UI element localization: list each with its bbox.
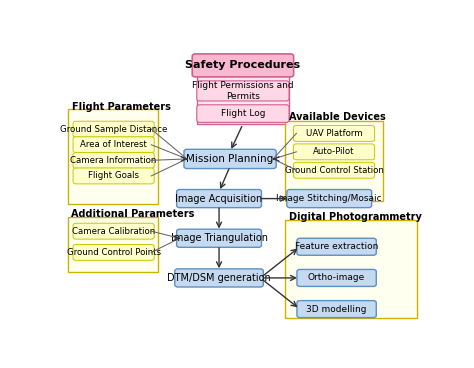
FancyBboxPatch shape bbox=[73, 137, 154, 153]
FancyBboxPatch shape bbox=[197, 105, 289, 123]
FancyBboxPatch shape bbox=[293, 125, 374, 141]
FancyBboxPatch shape bbox=[177, 229, 262, 247]
Bar bbox=[68, 217, 158, 272]
Text: Available Devices: Available Devices bbox=[289, 112, 385, 123]
FancyBboxPatch shape bbox=[287, 190, 372, 208]
Text: Image Acquisition: Image Acquisition bbox=[175, 194, 263, 204]
FancyBboxPatch shape bbox=[73, 121, 154, 137]
Text: Image Triangulation: Image Triangulation bbox=[171, 233, 267, 243]
Text: Flight Log: Flight Log bbox=[221, 109, 265, 118]
FancyBboxPatch shape bbox=[293, 162, 374, 178]
Text: Feature extraction: Feature extraction bbox=[295, 242, 378, 251]
Text: Mission Planning: Mission Planning bbox=[186, 154, 273, 164]
Bar bbox=[285, 121, 383, 201]
Text: Ortho-image: Ortho-image bbox=[308, 273, 365, 282]
FancyBboxPatch shape bbox=[73, 223, 154, 239]
FancyBboxPatch shape bbox=[197, 81, 289, 101]
Text: Auto-Pilot: Auto-Pilot bbox=[313, 147, 355, 156]
Text: Area of Interest: Area of Interest bbox=[80, 140, 147, 149]
Text: Flight Parameters: Flight Parameters bbox=[72, 102, 171, 112]
FancyBboxPatch shape bbox=[177, 190, 262, 208]
FancyBboxPatch shape bbox=[293, 144, 374, 160]
FancyBboxPatch shape bbox=[73, 244, 154, 261]
Text: Ground Sample Distance: Ground Sample Distance bbox=[60, 125, 167, 134]
Text: Ground Control Points: Ground Control Points bbox=[66, 248, 161, 257]
Text: 3D modelling: 3D modelling bbox=[306, 305, 367, 314]
FancyBboxPatch shape bbox=[297, 269, 376, 286]
FancyBboxPatch shape bbox=[175, 269, 264, 287]
Text: Flight Goals: Flight Goals bbox=[88, 171, 139, 180]
Text: UAV Platform: UAV Platform bbox=[306, 129, 362, 138]
Bar bbox=[68, 109, 158, 204]
FancyBboxPatch shape bbox=[297, 301, 376, 318]
Text: Camera Calibration: Camera Calibration bbox=[72, 227, 155, 236]
Text: Image Stitching/Mosaic: Image Stitching/Mosaic bbox=[276, 194, 382, 203]
Text: Safety Procedures: Safety Procedures bbox=[185, 60, 301, 70]
Text: Additional Parameters: Additional Parameters bbox=[72, 209, 195, 219]
FancyBboxPatch shape bbox=[297, 238, 376, 255]
Text: Ground Control Station: Ground Control Station bbox=[284, 166, 383, 175]
Text: Flight Permissions and
Permits: Flight Permissions and Permits bbox=[192, 81, 294, 100]
FancyBboxPatch shape bbox=[192, 54, 293, 77]
Text: Digital Photogrammetry: Digital Photogrammetry bbox=[289, 212, 422, 222]
Bar bbox=[197, 57, 289, 124]
FancyBboxPatch shape bbox=[73, 168, 154, 184]
Bar bbox=[285, 220, 418, 318]
FancyBboxPatch shape bbox=[73, 152, 154, 168]
Text: Camera Information: Camera Information bbox=[71, 156, 157, 165]
Text: DTM/DSM generation: DTM/DSM generation bbox=[167, 273, 271, 283]
FancyBboxPatch shape bbox=[184, 149, 276, 169]
